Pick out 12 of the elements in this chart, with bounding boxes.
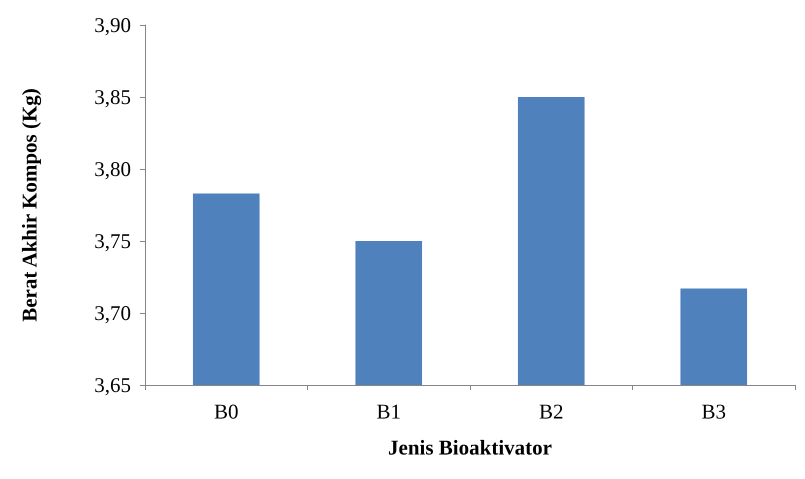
y-tick-label: 3,80 bbox=[94, 157, 131, 181]
y-tick-label: 3,90 bbox=[94, 13, 131, 37]
y-axis-title: Berat Akhir Kompos (Kg) bbox=[18, 88, 42, 322]
x-tick-label: B3 bbox=[701, 400, 726, 424]
y-tick-label: 3,65 bbox=[94, 373, 131, 397]
x-tick-label: B1 bbox=[376, 400, 402, 424]
y-tick-label: 3,70 bbox=[94, 301, 131, 325]
x-tick-label: B2 bbox=[538, 400, 564, 424]
y-tick-label: 3,85 bbox=[94, 85, 131, 109]
x-axis-title: Jenis Bioaktivator bbox=[388, 436, 552, 460]
x-tick-label: B0 bbox=[214, 400, 239, 424]
y-tick-label: 3,75 bbox=[94, 229, 131, 253]
